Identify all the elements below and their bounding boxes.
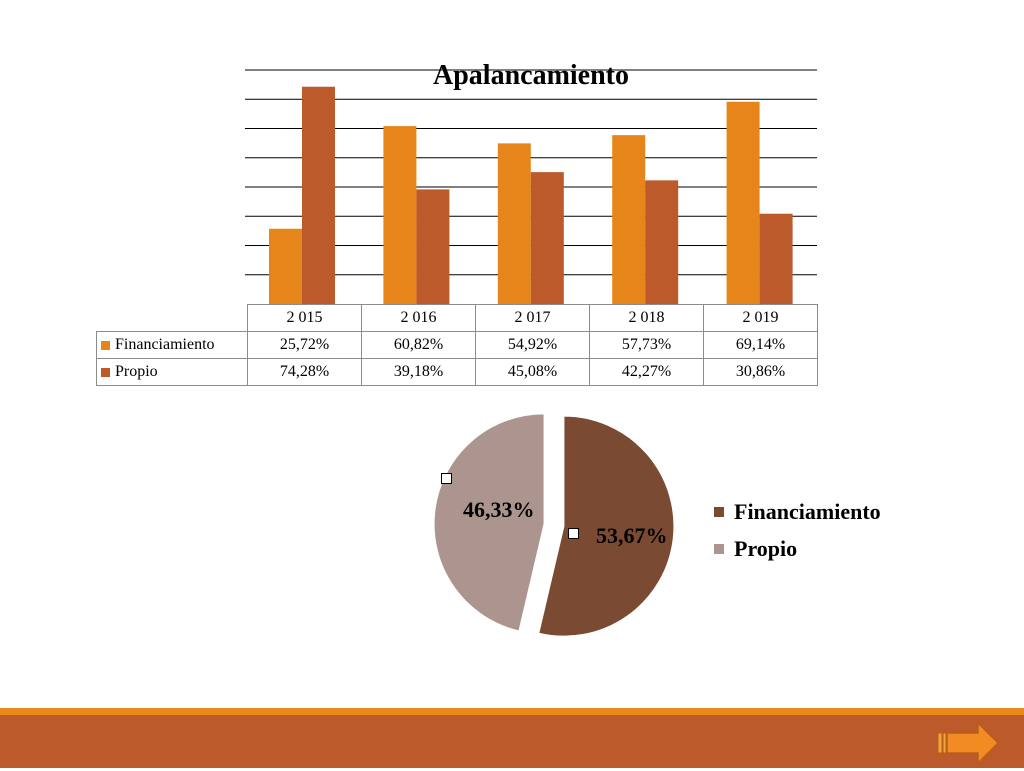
legend-key-financiamiento bbox=[101, 340, 110, 350]
data-label-marker bbox=[568, 528, 579, 539]
legend-label: Propio bbox=[115, 363, 158, 380]
bar-financiamiento-0 bbox=[269, 228, 302, 304]
bar-propio-0 bbox=[302, 86, 335, 304]
bar-chart: Apalancamiento 2 015 2 016 2 017 2 018 2… bbox=[96, 60, 818, 386]
legend-swatch bbox=[714, 506, 724, 517]
arrow-right-icon bbox=[937, 721, 1000, 765]
data-cell: 74,28% bbox=[247, 358, 362, 386]
bar-financiamiento-3 bbox=[612, 135, 646, 304]
bar-propio-3 bbox=[645, 180, 679, 304]
data-cell: 60,82% bbox=[361, 331, 476, 359]
data-cell: 69,14% bbox=[703, 331, 818, 359]
data-cell: 45,08% bbox=[475, 358, 590, 386]
footer-accent-stripe bbox=[0, 708, 1024, 715]
next-slide-button[interactable] bbox=[936, 720, 1000, 766]
pie-legend-label: Financiamiento bbox=[734, 498, 881, 524]
legend-label: Financiamiento bbox=[115, 336, 215, 353]
data-cell: 42,27% bbox=[589, 358, 704, 386]
year-header: 2 019 bbox=[703, 304, 818, 332]
data-table: 2 015 2 016 2 017 2 018 2 019 Financiami… bbox=[96, 304, 818, 386]
chart-title: Apalancamiento bbox=[433, 60, 629, 91]
bar-propio-1 bbox=[416, 189, 450, 304]
year-header: 2 015 bbox=[247, 304, 362, 332]
bar-financiamiento-1 bbox=[383, 126, 417, 304]
pie-legend-item-propio: Propio bbox=[714, 530, 881, 567]
data-label-marker bbox=[441, 473, 452, 484]
pie-label-financiamiento: 53,67% bbox=[596, 523, 668, 548]
pie-label-propio: 46,33% bbox=[463, 497, 535, 522]
year-header: 2 017 bbox=[475, 304, 590, 332]
legend-financiamiento: Financiamiento bbox=[96, 331, 248, 359]
year-header: 2 018 bbox=[589, 304, 704, 332]
legend-swatch bbox=[714, 543, 724, 554]
bar-propio-2 bbox=[530, 172, 564, 304]
bar-propio-4 bbox=[759, 213, 793, 304]
pie-chart-plot bbox=[433, 413, 675, 637]
pie-legend: Financiamiento Propio bbox=[714, 493, 881, 567]
pie-legend-item-financiamiento: Financiamiento bbox=[714, 493, 881, 530]
pie-chart: 46,33% 53,67% Financiamiento Propio bbox=[0, 400, 1024, 700]
bar-chart-plot bbox=[245, 69, 817, 304]
data-cell: 25,72% bbox=[247, 331, 362, 359]
propio-row: Propio 74,28% 39,18% 45,08% 42,27% 30,86… bbox=[96, 358, 818, 386]
data-table-header-row: 2 015 2 016 2 017 2 018 2 019 bbox=[97, 304, 818, 332]
bar-financiamiento-2 bbox=[497, 143, 531, 304]
pie-slice-propio bbox=[433, 413, 545, 632]
data-cell: 57,73% bbox=[589, 331, 704, 359]
legend-key-propio bbox=[101, 367, 110, 377]
bar-financiamiento-4 bbox=[726, 101, 760, 304]
footer-bar bbox=[0, 715, 1024, 768]
data-cell: 39,18% bbox=[361, 358, 476, 386]
pie-legend-label: Propio bbox=[734, 535, 798, 561]
data-cell: 54,92% bbox=[475, 331, 590, 359]
financiamiento-row: Financiamiento 25,72% 60,82% 54,92% 57,7… bbox=[96, 331, 818, 359]
pie-slice-financiamiento bbox=[538, 415, 675, 637]
data-table-corner bbox=[97, 305, 248, 332]
data-cell: 30,86% bbox=[703, 358, 818, 386]
year-header: 2 016 bbox=[361, 304, 476, 332]
legend-propio: Propio bbox=[96, 358, 248, 386]
